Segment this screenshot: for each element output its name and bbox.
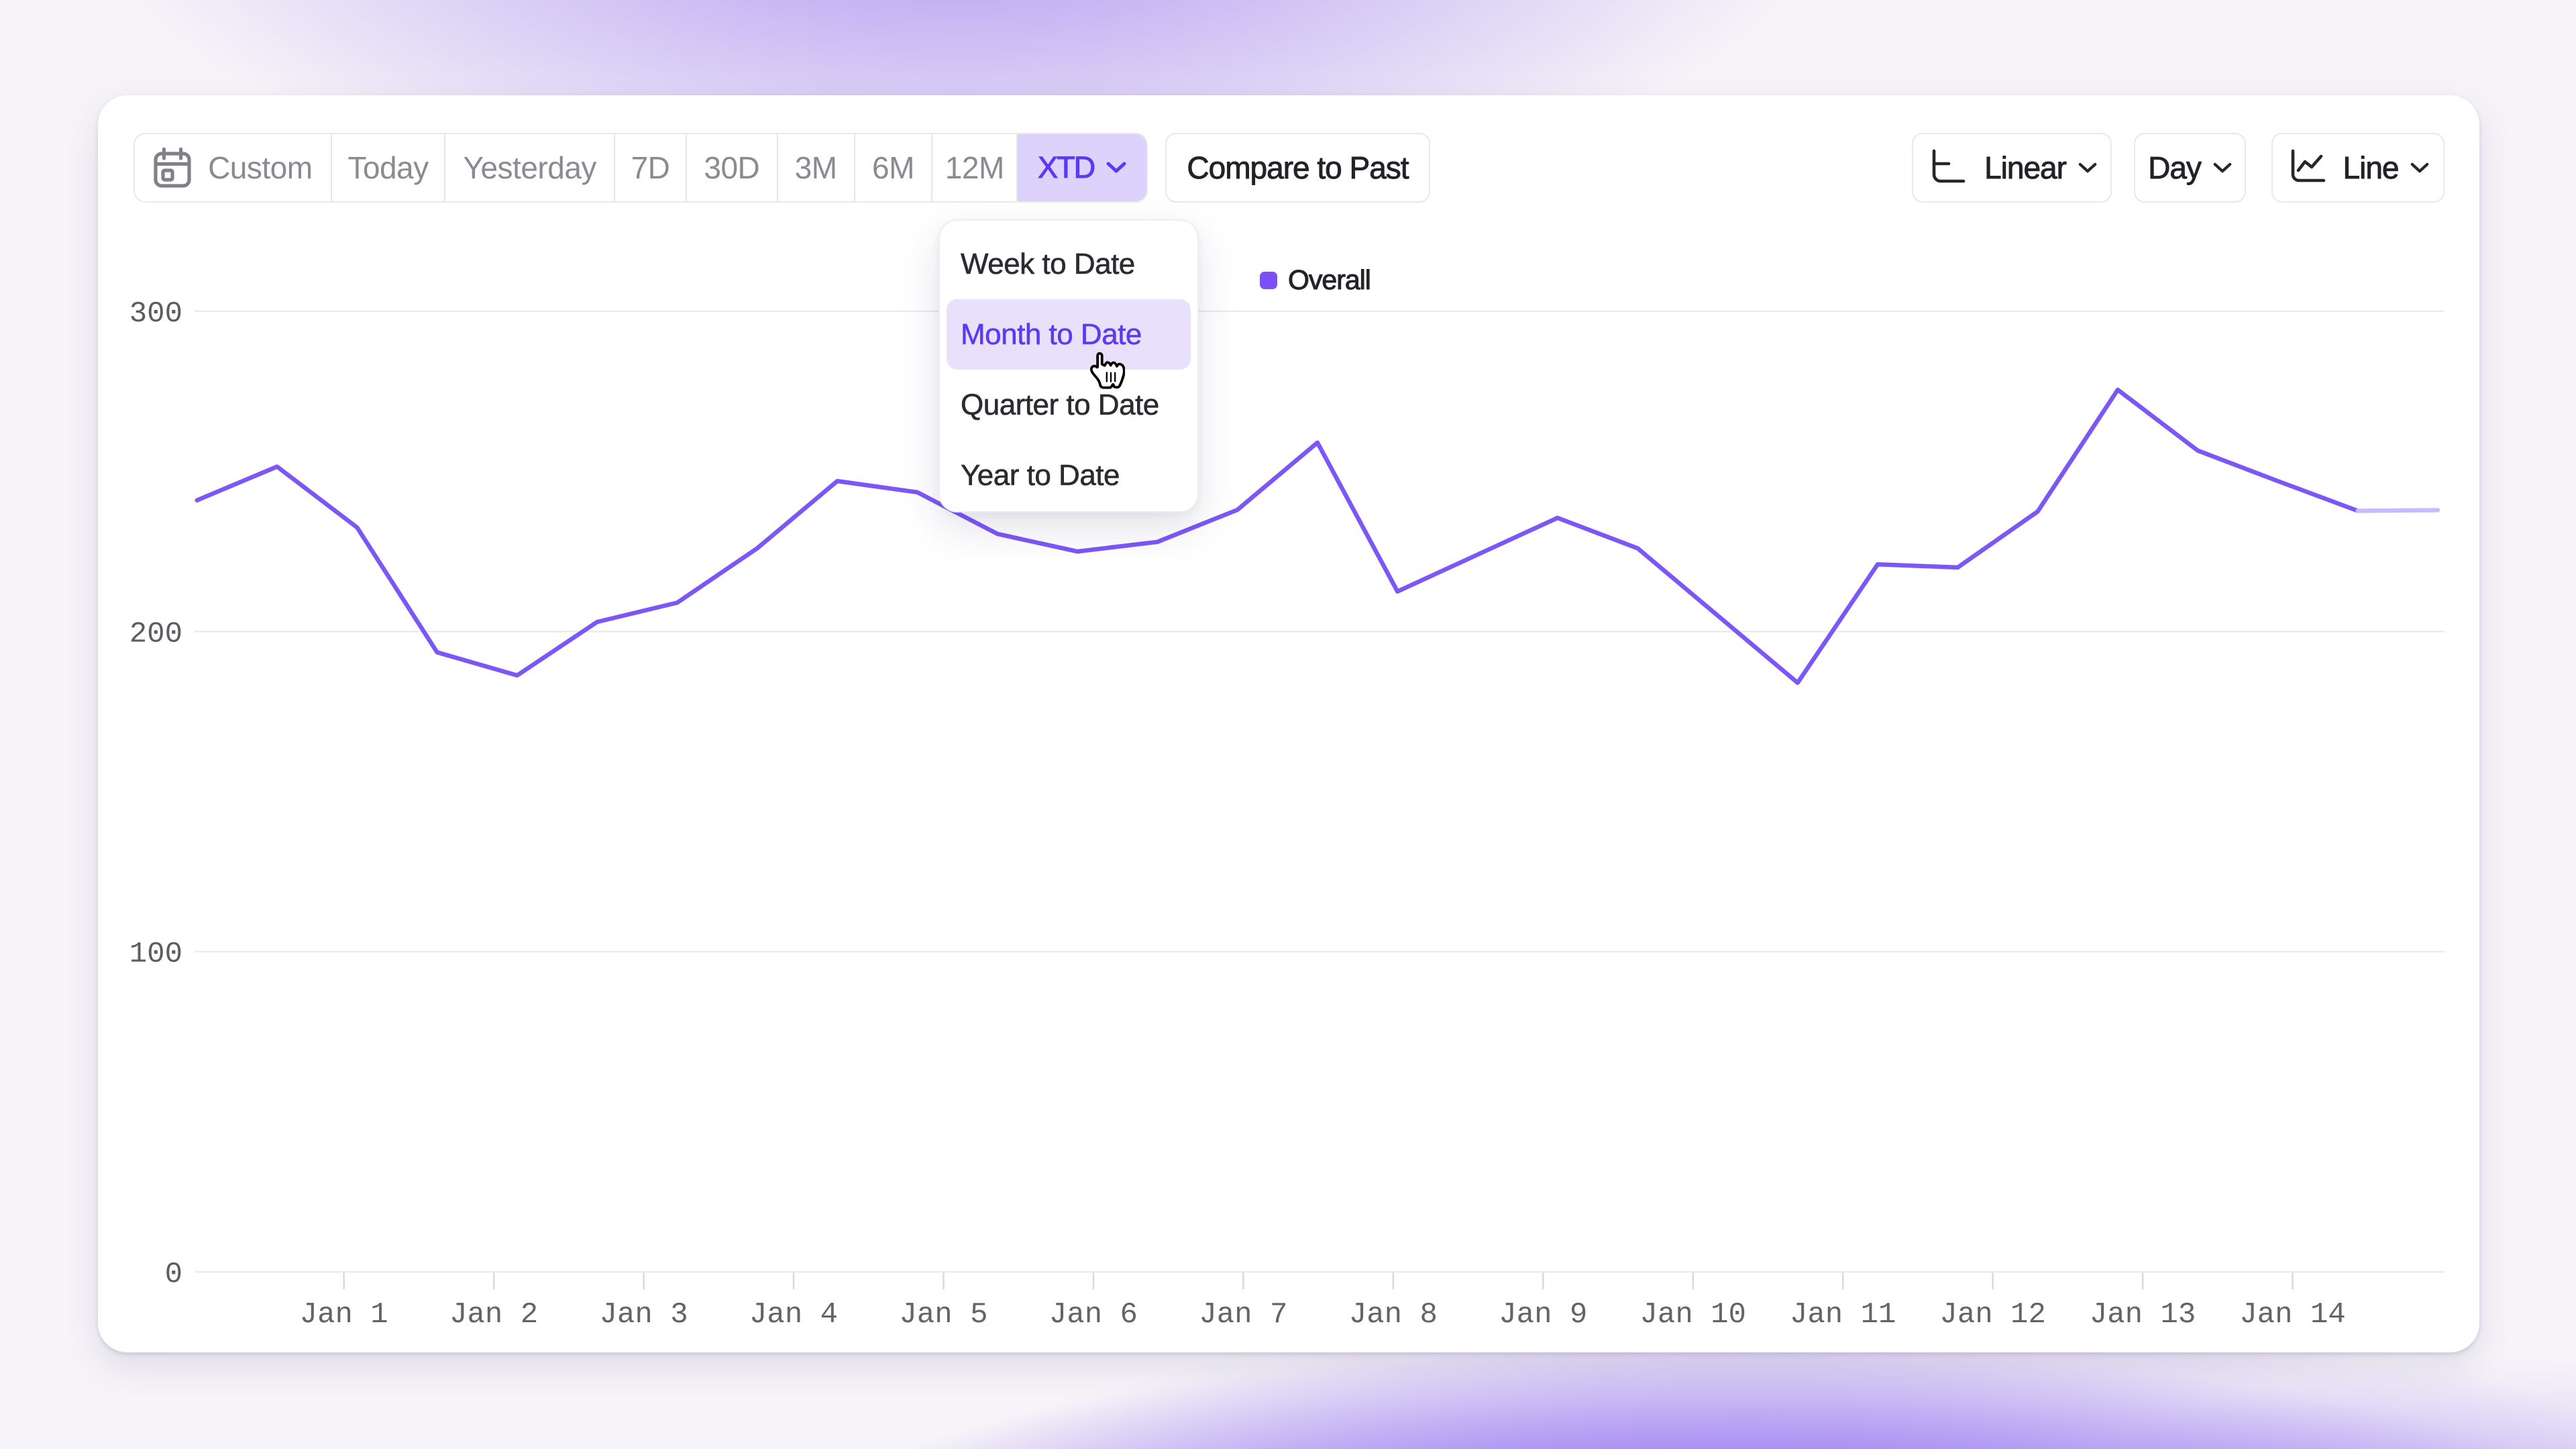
svg-text:100: 100 [129,938,182,971]
svg-text:Jan 8: Jan 8 [1349,1298,1438,1332]
svg-text:Jan 3: Jan 3 [600,1298,688,1332]
svg-text:Jan 6: Jan 6 [1049,1298,1138,1332]
svg-text:Jan 2: Jan 2 [449,1298,538,1332]
svg-text:Jan 1: Jan 1 [300,1298,388,1332]
svg-text:Jan 10: Jan 10 [1640,1298,1746,1332]
svg-text:Jan 4: Jan 4 [749,1298,838,1332]
svg-text:0: 0 [165,1258,182,1291]
svg-text:Jan 12: Jan 12 [1939,1298,2045,1332]
svg-text:Jan 9: Jan 9 [1499,1298,1587,1332]
svg-text:Jan 13: Jan 13 [2090,1298,2196,1332]
svg-text:Jan 7: Jan 7 [1199,1298,1287,1332]
svg-text:Jan 11: Jan 11 [1790,1298,1896,1332]
svg-text:200: 200 [129,617,182,651]
svg-text:300: 300 [129,297,182,331]
svg-text:Jan 5: Jan 5 [899,1298,987,1332]
svg-text:Jan 14: Jan 14 [2239,1298,2345,1332]
